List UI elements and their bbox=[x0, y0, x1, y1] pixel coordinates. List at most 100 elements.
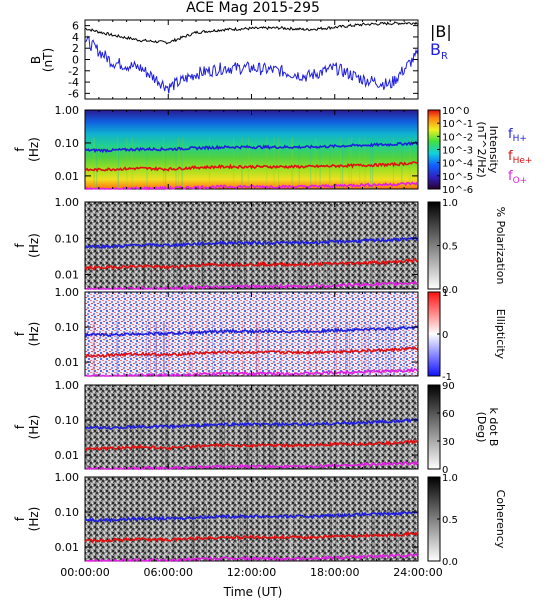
kdotb-texture-streak bbox=[355, 414, 357, 469]
polarization-texture-streak bbox=[247, 232, 249, 289]
ellipticity-texture-streak bbox=[280, 321, 282, 376]
polarization-texture-streak bbox=[323, 232, 325, 289]
polarization-colorbar-title: % Polarization bbox=[494, 207, 507, 285]
coherency-texture-streak bbox=[193, 506, 195, 561]
kdotb-texture-streak bbox=[174, 414, 176, 469]
intensity-texture-streak bbox=[116, 137, 118, 189]
f-tick-label: 0.10 bbox=[55, 321, 80, 334]
x-axis-ticks: 00:00:00 06:00:00 12:00:00 18:00:00 24:00:00 bbox=[60, 20, 443, 579]
b-ylabel-line1: B bbox=[29, 56, 43, 64]
f-tick-label: 0.10 bbox=[55, 137, 80, 150]
coherency-texture-streak bbox=[219, 506, 221, 561]
ellipticity-texture-streak bbox=[308, 321, 310, 376]
ellipticity-texture-streak bbox=[163, 321, 165, 376]
kdotb-texture-streak bbox=[311, 414, 313, 469]
intensity-colorbar-label: 10^-6 bbox=[442, 185, 473, 196]
f-tick-label: 0.01 bbox=[55, 449, 80, 462]
kdotb-texture-streak bbox=[126, 414, 128, 469]
kdotb-texture-streak bbox=[90, 414, 92, 469]
f-tick-label: 1.00 bbox=[55, 379, 80, 392]
legend-absb: |B| bbox=[430, 22, 452, 41]
intensity-texture-streak bbox=[165, 137, 167, 189]
ellipticity-texture-streak bbox=[242, 321, 243, 376]
kdotb-texture-streak bbox=[252, 414, 254, 469]
f-tick-label: 0.01 bbox=[55, 170, 80, 183]
intensity-texture-streak bbox=[163, 137, 165, 189]
polarization-texture-streak bbox=[369, 232, 371, 289]
polarization-texture-streak bbox=[379, 232, 381, 289]
intensity-colorbar-label: 10^-3 bbox=[442, 146, 473, 157]
kdotb-texture-streak bbox=[86, 414, 88, 469]
intensity-texture-streak bbox=[96, 137, 98, 189]
ellipticity-texture-streak bbox=[346, 321, 348, 376]
ellipticity-colorbar-label: 0 bbox=[442, 330, 448, 341]
legend-fhe: fHe+ bbox=[508, 149, 532, 166]
b-tick-label: 6 bbox=[72, 20, 79, 33]
kdotb-f-hplus-line bbox=[84, 417, 419, 431]
ellipticity-texture-streak bbox=[212, 321, 213, 376]
intensity-texture-streak bbox=[310, 137, 312, 189]
f-tick-label: 0.01 bbox=[55, 356, 80, 369]
f-label-line1: f bbox=[13, 243, 27, 248]
ellipticity-texture-streak bbox=[345, 321, 346, 376]
ellipticity-texture-streak bbox=[206, 321, 208, 376]
kdotb-texture-streak bbox=[166, 414, 168, 469]
coherency-texture-streak bbox=[123, 506, 125, 561]
intensity-texture-streak bbox=[329, 137, 331, 189]
ellipticity-texture-streak bbox=[385, 321, 387, 376]
kdotb-texture-streak bbox=[269, 414, 271, 469]
coherency-texture-streak bbox=[267, 506, 269, 561]
kdotb-texture-streak bbox=[113, 414, 115, 469]
coherency-texture-streak bbox=[168, 506, 170, 561]
kdotb-texture-streak bbox=[277, 414, 279, 469]
intensity-texture-streak bbox=[372, 137, 374, 189]
coherency-texture-streak bbox=[152, 506, 154, 561]
polarization-texture-streak bbox=[391, 232, 393, 289]
coherency-colorbar-label: 0.0 bbox=[442, 557, 458, 568]
ellipticity-texture-streak bbox=[315, 321, 317, 376]
ellipticity-texture-streak bbox=[155, 321, 157, 376]
polarization-texture-streak bbox=[247, 232, 249, 289]
f-label-line2: (Hz) bbox=[27, 415, 41, 440]
coherency-f-heplus-line bbox=[84, 530, 419, 544]
intensity-texture-streak bbox=[319, 137, 321, 189]
ellipticity-texture-streak bbox=[393, 321, 394, 376]
ellipticity-f-heplus-line bbox=[84, 346, 419, 358]
intensity-texture-streak bbox=[126, 137, 128, 189]
coherency-texture-streak bbox=[207, 506, 209, 561]
coherency-colorbar-title: Coherency bbox=[494, 490, 507, 549]
f-label-line1: f bbox=[13, 331, 27, 336]
coherency-texture-streak bbox=[277, 506, 279, 561]
kdotb-colorbar-label: 0 bbox=[442, 465, 448, 476]
intensity-texture-streak bbox=[370, 137, 372, 189]
f-label-line1: f bbox=[13, 147, 27, 152]
kdotb-texture-streak bbox=[248, 414, 250, 469]
polarization-panel: 1.00 0.10 0.01 f (Hz) 1.0 0.5 0.0 % Polarization bbox=[13, 196, 507, 296]
f-tick-label: 1.00 bbox=[55, 286, 80, 299]
intensity-texture-streak bbox=[340, 137, 342, 189]
x-tick-label: 12:00:00 bbox=[227, 566, 276, 579]
coherency-texture-streak bbox=[370, 506, 371, 561]
kdotb-texture-streak bbox=[256, 414, 258, 469]
polarization-texture-streak bbox=[196, 232, 198, 289]
intensity-texture-streak bbox=[350, 137, 352, 189]
intensity-texture-streak bbox=[247, 137, 249, 189]
kdotb-texture-streak bbox=[165, 414, 167, 469]
polarization-texture-streak bbox=[176, 232, 178, 289]
coherency-texture-streak bbox=[163, 506, 165, 561]
kdotb-texture-streak bbox=[132, 414, 134, 469]
x-tick-label: 00:00:00 bbox=[60, 566, 109, 579]
polarization-texture-streak bbox=[361, 232, 363, 289]
br-series-line bbox=[84, 35, 419, 94]
coherency-f-hplus-line bbox=[84, 510, 418, 524]
kdotb-texture-streak bbox=[272, 414, 274, 469]
coherency-texture-streak bbox=[289, 506, 291, 561]
polarization-texture-streak bbox=[143, 232, 145, 289]
legend-br: BR bbox=[430, 40, 448, 62]
polarization-texture-streak bbox=[370, 232, 372, 289]
coherency-texture-streak bbox=[353, 506, 355, 561]
intensity-texture-streak bbox=[93, 137, 95, 189]
ellipticity-texture-streak bbox=[188, 321, 190, 376]
f-tick-label: 1.00 bbox=[55, 471, 80, 484]
